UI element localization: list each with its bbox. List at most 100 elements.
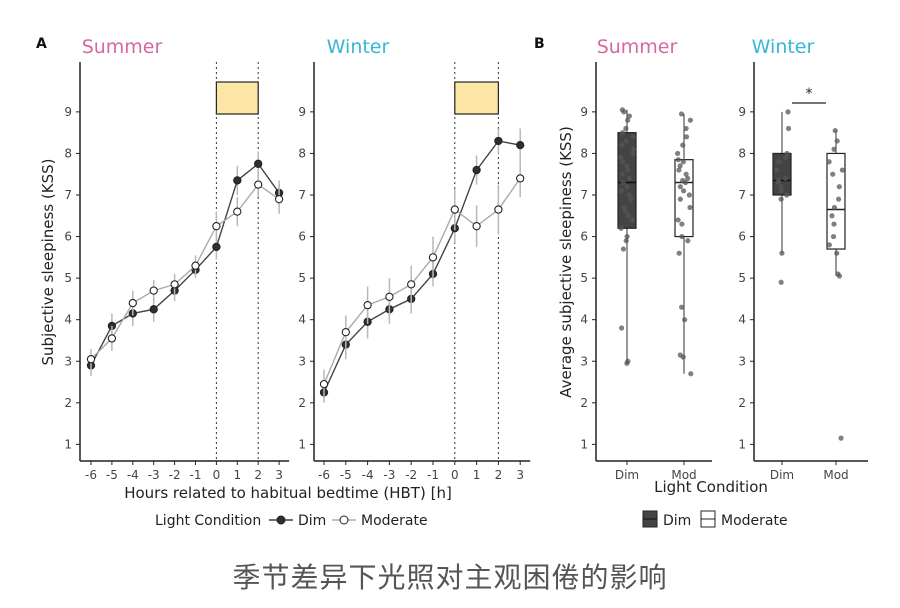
y-tick-label: 2 [580,396,588,410]
jitter-point [677,163,683,169]
data-point-moderate [407,280,416,289]
legend-dim-label: Dim [298,513,326,529]
jitter-point [623,125,629,132]
data-point-dim [472,165,481,175]
x-tick-label: -1 [427,468,439,482]
bedtime-window-box [215,81,259,115]
jitter-point [626,192,632,198]
data-point-moderate [149,286,158,295]
jitter-point [831,221,837,227]
y-tick-label: 9 [64,105,72,119]
jitter-point [778,188,784,194]
y-tick-label: 6 [738,230,746,244]
x-tick-label: -3 [148,468,160,482]
y-tick-label: 9 [738,105,746,119]
y-axis-label: Average subjective sleepiness (KSS) [557,126,575,398]
jitter-point [629,217,635,223]
legend-moderate-label: Moderate [361,513,428,529]
y-tick-label: 5 [738,271,746,285]
jitter-point [778,196,784,202]
y-tick-label: 7 [298,188,306,202]
panel-a-label: A [36,36,47,52]
y-tick-label: 3 [298,354,306,368]
legend-moderate-label: Moderate [721,513,788,529]
jitter-point [677,196,683,202]
x-tick-label: Dim [770,468,794,482]
data-point-dim [516,140,525,150]
jitter-point [834,138,840,144]
legend-moderate-marker [339,515,349,525]
data-point-dim [212,242,221,252]
data-point-moderate [472,222,481,231]
jitter-point [677,352,683,358]
x-tick-label: 1 [473,468,481,482]
jitter-point [682,317,688,323]
x-tick-label: -3 [383,468,395,482]
jitter-point [685,175,691,181]
jitter-point [630,134,636,140]
y-tick-label: 4 [580,313,588,327]
x-tick-label: 0 [213,468,221,482]
data-point-moderate [254,180,263,189]
x-axis-label: Light Condition [654,478,768,496]
x-tick-label: -5 [340,468,352,482]
data-point-moderate [107,334,117,343]
data-point-moderate [128,298,137,308]
jitter-point [679,233,685,240]
y-tick-label: 1 [738,437,746,451]
jitter-point [680,142,686,148]
jitter-point [626,113,633,119]
jitter-point [687,117,693,123]
facet-title-summer: Summer [82,36,163,58]
facet-title-winter: Winter [327,36,390,58]
y-tick-label: 5 [64,271,72,285]
jitter-point [626,175,633,181]
y-tick-label: 8 [64,146,72,160]
jitter-point [621,204,627,211]
y-tick-label: 6 [298,230,306,244]
series-line-moderate [90,183,280,360]
data-point-moderate [191,261,200,270]
jitter-point [679,221,685,227]
y-tick-label: 4 [64,313,72,327]
jitter-point [778,279,784,285]
facet-title-summer: Summer [597,36,678,58]
jitter-point [675,150,681,157]
jitter-point [784,150,790,157]
y-tick-label: 1 [580,437,588,451]
jitter-point [619,159,626,165]
jitter-point [683,125,689,132]
data-point-dim [494,136,503,146]
jitter-point [623,209,629,215]
jitter-point [830,233,837,240]
jitter-point [625,213,631,219]
jitter-point [630,146,637,152]
jitter-point [620,130,626,136]
jitter-point [625,117,631,123]
data-point-dim [149,305,158,314]
y-tick-label: 8 [580,146,588,160]
y-axis-label: Subjective sleepiness (KSS) [39,159,57,366]
y-tick-label: 1 [298,437,306,451]
data-point-moderate [170,280,179,289]
y-tick-label: 1 [64,437,72,451]
jitter-point [687,204,693,211]
x-tick-label: 0 [451,468,459,482]
x-axis-label: Hours related to habitual bedtime (HBT) … [124,484,452,502]
jitter-point [680,159,686,165]
jitter-point [630,150,636,157]
data-point-moderate [319,379,329,389]
jitter-point [619,107,625,113]
data-point-moderate [341,328,350,337]
jitter-point [784,192,790,198]
x-tick-label: -1 [190,468,202,482]
y-tick-label: 3 [738,354,746,368]
panel-b-box-chart: Summer 1 2 3 4 5 6 7 8 9 Dim Mod Winter 1 2 3 4 5 6 7 8 9 Dim M… [557,36,868,529]
jitter-point [680,177,686,184]
jitter-point [834,250,840,256]
data-point-dim [254,159,263,168]
data-point-dim [233,176,242,185]
x-tick-label: -2 [169,468,181,482]
y-tick-label: 7 [64,188,72,202]
